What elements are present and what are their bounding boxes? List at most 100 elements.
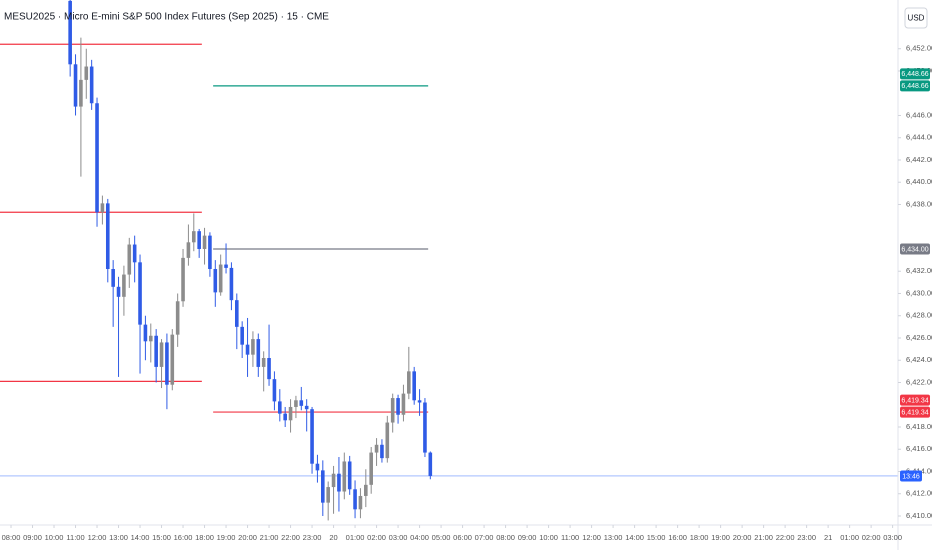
candle-body — [116, 286, 121, 297]
candle-body — [127, 244, 132, 275]
candle-body — [342, 461, 347, 492]
candle-body — [390, 398, 395, 423]
x-tick-label: 21:00 — [260, 533, 279, 542]
y-tick-label: 6,452.00 — [906, 44, 932, 53]
candle-body — [358, 495, 363, 510]
x-tick-label: 13:00 — [109, 533, 128, 542]
candle-body — [347, 461, 352, 490]
candle-body — [73, 64, 78, 107]
x-tick-label: 19:00 — [217, 533, 236, 542]
candle-body — [218, 264, 223, 293]
x-tick-label: 08:00 — [2, 533, 21, 542]
x-tick-label: 01:00 — [840, 533, 859, 542]
x-tick-label: 06:00 — [453, 533, 472, 542]
x-tick-label: 23:00 — [303, 533, 322, 542]
candle-body — [299, 400, 304, 406]
currency-button[interactable] — [904, 7, 928, 29]
candle-body — [251, 339, 255, 355]
price-label: 6,419.34 — [901, 397, 928, 404]
candle-body — [272, 379, 277, 402]
x-tick-label: 20:00 — [238, 533, 257, 542]
candle-body — [267, 358, 271, 380]
x-tick-label: 07:00 — [475, 533, 494, 542]
currency-label: USD — [908, 14, 925, 23]
x-tick-label: 02:00 — [862, 533, 881, 542]
y-tick-label: 6,430.00 — [906, 288, 932, 297]
x-tick-label: 03:00 — [883, 533, 902, 542]
x-tick-label: 22:00 — [776, 533, 795, 542]
candle-body — [428, 452, 433, 476]
candle-body — [68, 0, 72, 65]
candle-body — [294, 400, 298, 407]
x-tick-label: 21 — [824, 533, 832, 542]
candle-body — [154, 335, 158, 367]
price-label: 6,434.00 — [901, 246, 928, 253]
candle-body — [353, 489, 357, 510]
price-label-box — [900, 80, 930, 92]
price-label-box — [900, 394, 930, 406]
candle-body — [224, 264, 228, 268]
candle-body — [240, 326, 244, 345]
x-tick-label: 16:00 — [668, 533, 687, 542]
candle-body — [304, 405, 309, 410]
x-tick-label: 20:00 — [733, 533, 752, 542]
candle-body — [229, 267, 234, 301]
candle-body — [385, 422, 390, 459]
candle-body — [175, 301, 180, 335]
x-tick-label: 11:00 — [66, 533, 84, 542]
x-tick-label: 18:00 — [690, 533, 709, 542]
price-label: 6,419.34 — [901, 409, 928, 416]
y-tick-label: 6,416.00 — [906, 444, 932, 453]
y-tick-label: 6,424.00 — [906, 355, 932, 364]
candle-body — [95, 103, 99, 213]
candle-body — [122, 274, 126, 297]
x-tick-label: 16:00 — [174, 533, 193, 542]
x-tick-label: 03:00 — [389, 533, 408, 542]
candle-body — [278, 401, 282, 414]
x-tick-label: 04:00 — [410, 533, 429, 542]
candle-body — [132, 244, 137, 263]
x-tick-label: 12:00 — [582, 533, 601, 542]
candle-body — [374, 444, 379, 453]
candle-body — [202, 235, 207, 249]
candle-body — [315, 463, 320, 471]
candle-body — [213, 269, 218, 293]
price-label-box — [900, 68, 930, 80]
current-price-box — [900, 470, 922, 482]
price-label-box — [900, 406, 930, 418]
candle-body — [261, 358, 266, 367]
candle-body — [148, 335, 153, 342]
candle-body — [143, 324, 148, 342]
candle-body — [412, 371, 416, 401]
candle-body — [401, 393, 406, 415]
price-label-box — [900, 243, 930, 255]
x-tick-label: 13:00 — [604, 533, 623, 542]
y-tick-label: 6,432.00 — [906, 266, 932, 275]
candle-body — [245, 344, 250, 355]
candle-body — [105, 203, 110, 270]
candle-body — [181, 257, 185, 302]
candle-body — [407, 371, 411, 394]
candle-body — [197, 231, 201, 249]
candle-body — [170, 334, 175, 385]
candle-body — [165, 342, 169, 385]
plot-area — [0, 0, 898, 521]
x-tick-label: 09:00 — [518, 533, 537, 542]
candle-body — [111, 269, 115, 287]
current-price-label: 13:46 — [902, 473, 920, 480]
candle-body — [186, 242, 191, 258]
y-tick-label: 6,418.00 — [906, 422, 932, 431]
x-tick-label: 12:00 — [88, 533, 107, 542]
candle-body — [234, 300, 239, 327]
y-tick-label: 6,444.00 — [906, 133, 932, 142]
x-tick-label: 10:00 — [539, 533, 558, 542]
x-tick-label: 14:00 — [131, 533, 150, 542]
candle-body — [423, 402, 427, 453]
x-tick-label: 21:00 — [754, 533, 773, 542]
candle-body — [364, 484, 368, 496]
candle-body — [321, 470, 325, 503]
candle-body — [331, 473, 336, 488]
x-tick-label: 08:00 — [496, 533, 515, 542]
